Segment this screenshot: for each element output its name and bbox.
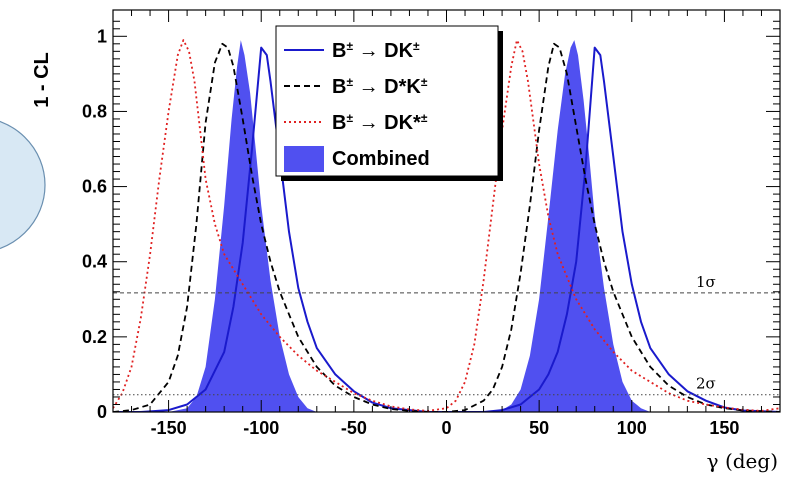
legend-swatch-combined [284,146,324,172]
y-tick-label: 0.8 [82,101,107,121]
x-tick-label: 50 [529,418,549,438]
x-tick-label: 150 [709,418,739,438]
x-tick-label: -50 [341,418,367,438]
plot-area [113,39,780,412]
x-axis-title: γ (deg) [707,449,778,473]
y-tick-label: 0 [97,402,107,422]
series-b-dstark-line [113,42,780,412]
series-b-dkstar-line [113,39,780,412]
reference-label-2sigma: 2σ [696,375,716,393]
x-tick-label: -150 [151,418,187,438]
y-tick-label: 0.4 [82,252,107,272]
x-tick-label: 0 [441,418,451,438]
y-axis-title: 1 - CL [31,52,53,108]
reference-lines: 1σ 2σ [113,273,780,396]
x-tick-label: -100 [243,418,279,438]
legend-label-b-dkstar: B± → DK*± [332,111,428,134]
axes: -150 -100 -50 0 50 100 150 0 0.2 0.4 0.6 0.8 1 [82,9,781,438]
reference-label-1sigma: 1σ [696,273,716,291]
y-tick-label: 0.2 [82,327,107,347]
y-tick-label: 0.6 [82,177,107,197]
series-combined-area [113,40,780,412]
x-tick-label: 100 [617,418,647,438]
series-b-dk-line [113,46,780,412]
legend-label-combined: Combined [332,148,430,170]
y-tick-label: 1 [97,26,107,46]
legend-label-b-dk: B± → DK± [332,39,420,62]
background-circle-shape [0,120,46,250]
legend: B± → DK± B± → D*K± B± → DK*± Combined [275,25,503,181]
legend-label-b-dstark: B± → D*K± [332,75,428,98]
